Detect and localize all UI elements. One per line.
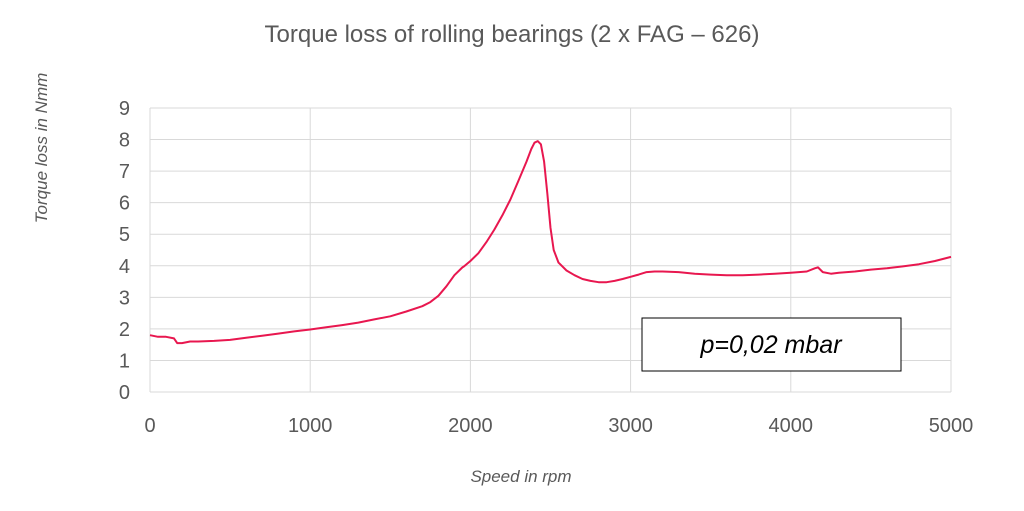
x-tick-label: 1000: [288, 415, 333, 437]
y-tick-label: 3: [119, 287, 130, 309]
x-tick-label: 2000: [448, 415, 493, 437]
x-axis-ticks: 0 1000 2000 3000 4000 5000: [144, 415, 973, 437]
annotation-frame: [641, 317, 902, 372]
y-tick-label: 7: [119, 161, 130, 183]
annotation-box: p=0,02 mbar: [641, 317, 902, 372]
y-tick-label: 1: [119, 350, 130, 372]
y-tick-label: 6: [119, 193, 130, 215]
x-axis-label: Speed in rpm: [470, 467, 571, 486]
annotation-text: p=0,02 mbar: [699, 331, 843, 359]
y-axis-ticks: 0 1 2 3 4 5 6 7 8 9: [119, 98, 130, 404]
x-tick-label: 0: [144, 415, 155, 437]
y-tick-label: 2: [119, 319, 130, 341]
series-layer: [149, 140, 952, 345]
y-tick-label: 5: [119, 224, 130, 246]
x-tick-label: 3000: [608, 415, 653, 437]
y-tick-label: 8: [119, 130, 130, 152]
chart-title: Torque loss of rolling bearings (2 x FAG…: [265, 21, 760, 48]
series-line-0: [149, 140, 952, 345]
x-tick-label: 5000: [929, 415, 974, 437]
x-tick-label: 4000: [769, 415, 814, 437]
y-tick-label: 0: [119, 382, 130, 404]
y-tick-label: 4: [119, 256, 130, 278]
y-tick-label: 9: [119, 98, 130, 120]
y-axis-label: Torque loss in Nmm: [32, 73, 51, 224]
